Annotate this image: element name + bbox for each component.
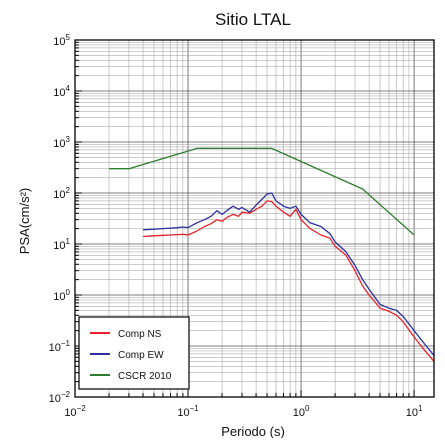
x-tick-label: 100 (293, 404, 310, 419)
tick-exponent: 5 (66, 33, 71, 42)
tick-base: 10 (64, 407, 76, 419)
tick-exponent: 0 (305, 404, 310, 413)
legend-label: Comp NS (118, 329, 162, 340)
tick-base: 10 (53, 36, 65, 48)
tick-exponent: 4 (66, 84, 71, 93)
y-tick-label: 10−1 (49, 339, 71, 354)
legend: Comp NS Comp EW CSCR 2010 (78, 316, 190, 390)
x-axis-label: Periodo (s) (221, 424, 285, 438)
plot-frame (74, 39, 435, 398)
tick-exponent: 0 (66, 288, 71, 297)
tick-exponent: 2 (66, 186, 71, 195)
series-line-3 (109, 147, 415, 236)
series-line-1 (143, 200, 435, 362)
series-line-2 (143, 192, 435, 356)
y-tick-label: 101 (53, 237, 70, 252)
tick-marks (74, 39, 415, 398)
legend-label: CSCR 2010 (118, 371, 172, 382)
x-tick-label: 101 (406, 404, 423, 419)
tick-base: 10 (53, 138, 65, 150)
tick-exponent: 1 (418, 404, 423, 413)
tick-base: 10 (53, 189, 65, 201)
chart-title: Sitio LTAL (215, 10, 291, 29)
tick-base: 10 (293, 407, 305, 419)
y-tick-label: 103 (53, 135, 70, 150)
y-tick-label: 10−2 (49, 390, 71, 405)
x-tick-labels: 10−2 10−1 100 101 (64, 404, 423, 419)
y-tick-label: 105 (53, 33, 70, 48)
y-tick-label: 104 (53, 84, 70, 99)
tick-exponent: 3 (66, 135, 71, 144)
grid (74, 39, 434, 398)
tick-base: 10 (177, 407, 189, 419)
tick-exponent: −2 (77, 404, 87, 413)
tick-base: 10 (53, 291, 65, 303)
y-tick-label: 100 (53, 288, 70, 303)
x-tick-label: 10−2 (64, 404, 86, 419)
tick-exponent: 1 (66, 237, 71, 246)
legend-label: Comp EW (118, 350, 164, 361)
y-axis-label: PSA(cm/s²) (17, 188, 32, 254)
tick-exponent: −2 (61, 390, 71, 399)
y-tick-label: 102 (53, 186, 70, 201)
series-layer (109, 147, 435, 362)
tick-base: 10 (49, 342, 61, 354)
tick-base: 10 (49, 393, 61, 405)
tick-base: 10 (406, 407, 418, 419)
tick-exponent: −1 (190, 404, 200, 413)
tick-base: 10 (53, 87, 65, 99)
x-tick-label: 10−1 (177, 404, 199, 419)
tick-base: 10 (53, 240, 65, 252)
tick-exponent: −1 (61, 339, 71, 348)
